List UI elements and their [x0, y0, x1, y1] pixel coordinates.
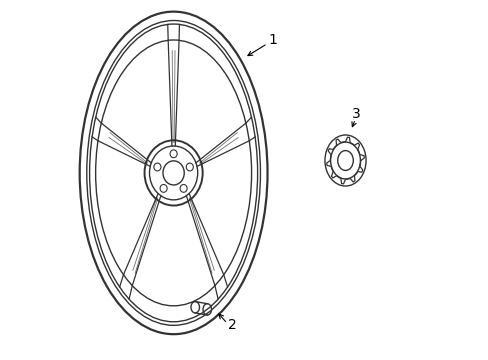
Text: 1: 1	[268, 33, 277, 47]
Text: 2: 2	[227, 318, 236, 332]
Text: 3: 3	[351, 107, 360, 121]
